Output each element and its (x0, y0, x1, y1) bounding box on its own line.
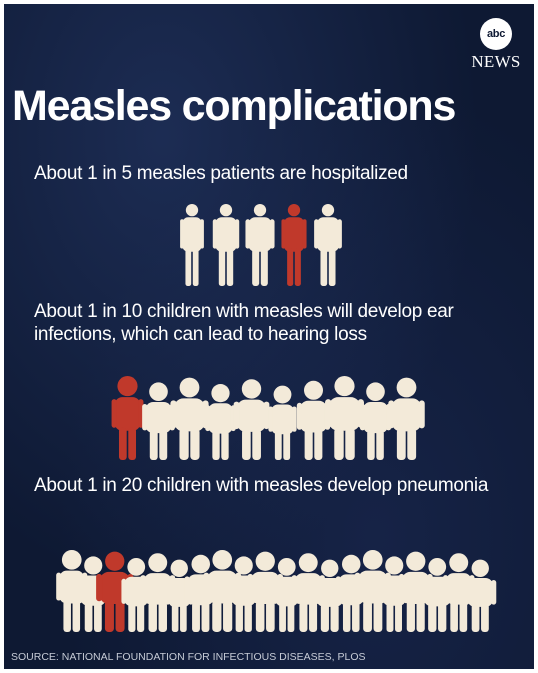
hospitalized-figures (180, 204, 342, 286)
ear-infection-figures (111, 376, 425, 460)
adult-figure-icon (180, 204, 204, 286)
child-figure-icon (268, 385, 297, 460)
child-figure-icon (111, 376, 144, 460)
fact-pneumonia-text: About 1 in 20 children with measles deve… (34, 475, 489, 496)
page-title: Measles complications (12, 82, 456, 130)
source-note: SOURCE: NATIONAL FOUNDATION FOR INFECTIO… (11, 651, 366, 663)
child-figure-icon (325, 376, 364, 460)
adult-figure-icon (281, 204, 307, 286)
abc-logo-text: abc (486, 28, 506, 40)
news-wordmark: NEWS (471, 52, 521, 71)
abc-news-logo: abc NEWS (470, 18, 522, 72)
fact-hospitalized-text: About 1 in 5 measles patients are hospit… (34, 163, 408, 184)
child-figure-icon (464, 559, 497, 632)
adult-figure-icon (212, 204, 240, 286)
adult-figure-icon (314, 204, 342, 286)
child-figure-icon (142, 382, 175, 460)
abc-logo-circle: abc (480, 18, 512, 50)
child-figure-icon (170, 377, 209, 460)
child-figure-icon (359, 382, 392, 460)
adult-figure-icon (245, 204, 275, 286)
fact-ear-infection-text: About 1 in 10 children with measles will… (34, 301, 454, 345)
child-figure-icon (247, 551, 284, 632)
pneumonia-figures (56, 550, 497, 632)
child-figure-icon (388, 377, 425, 460)
child-figure-icon (233, 379, 270, 460)
infographic-card: abc NEWS Measles complications About 1 i… (4, 4, 534, 669)
child-figure-icon (205, 384, 236, 460)
